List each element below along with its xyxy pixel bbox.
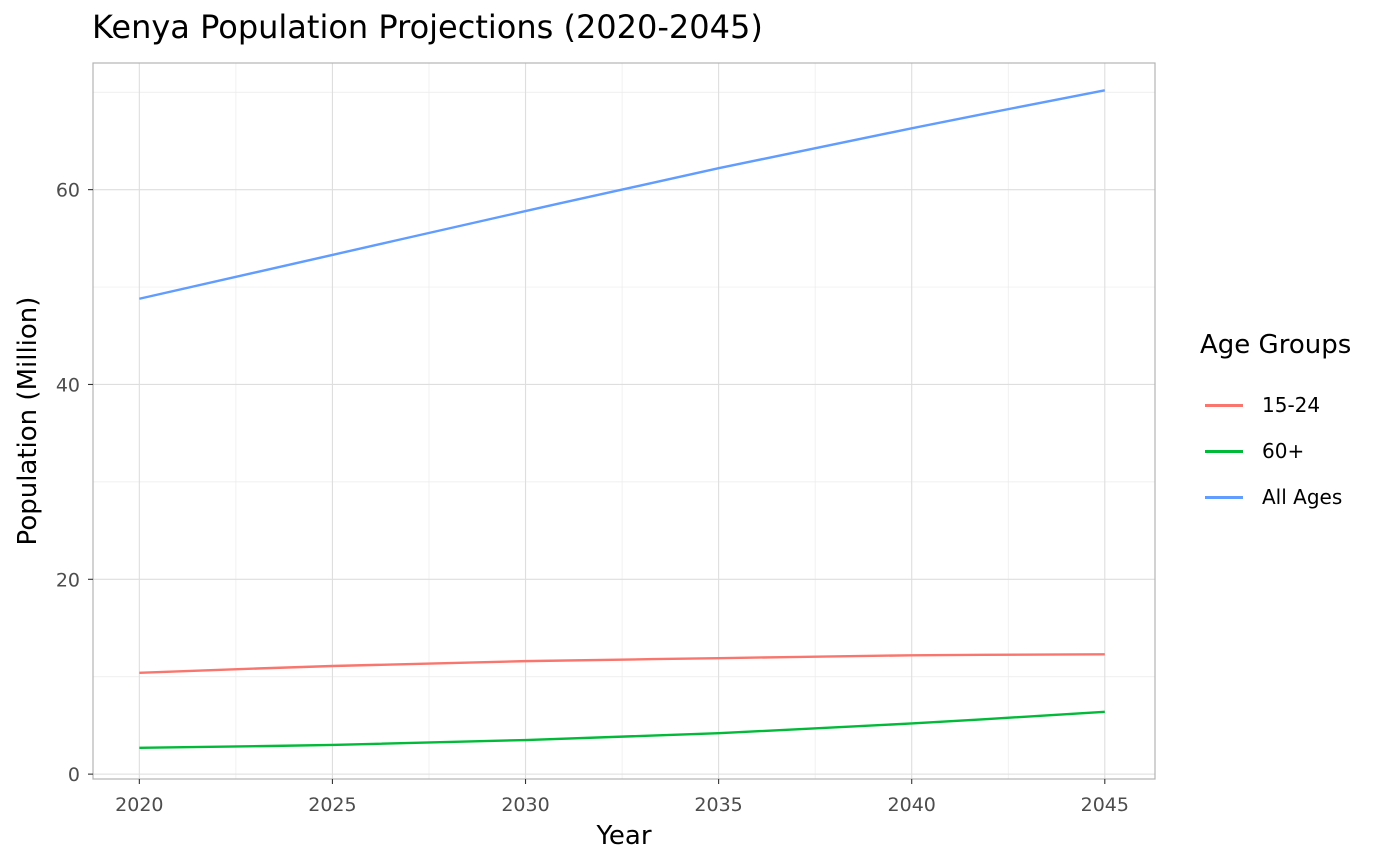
y-tick-label: 0 bbox=[68, 764, 80, 786]
x-tick-label: 2045 bbox=[1081, 794, 1129, 816]
legend-item-all-ages: All Ages bbox=[1200, 474, 1351, 520]
major-gridlines bbox=[93, 63, 1155, 779]
x-tick-label: 2025 bbox=[308, 794, 356, 816]
legend-label: All Ages bbox=[1262, 485, 1343, 509]
series-lines bbox=[139, 89, 1106, 750]
legend-key bbox=[1205, 403, 1243, 407]
series-line-60 bbox=[139, 710, 1105, 750]
y-tick-label: 20 bbox=[56, 569, 80, 591]
minor-gridlines bbox=[93, 63, 1155, 779]
series-line-all-ages bbox=[139, 89, 1106, 300]
legend-label: 15-24 bbox=[1262, 393, 1321, 417]
chart-title: Kenya Population Projections (2020-2045) bbox=[92, 8, 763, 46]
y-tick-label: 60 bbox=[56, 180, 80, 202]
y-axis-label: Population (Million) bbox=[13, 297, 43, 546]
legend: Age Groups 15-24 60+ All Ages bbox=[1200, 330, 1351, 520]
legend-item-60: 60+ bbox=[1200, 428, 1351, 474]
legend-item-15-24: 15-24 bbox=[1200, 382, 1351, 428]
x-tick-label: 2035 bbox=[694, 794, 742, 816]
legend-label: 60+ bbox=[1262, 439, 1305, 463]
plot-panel-border bbox=[92, 62, 1156, 780]
y-tick-label: 40 bbox=[56, 374, 80, 396]
legend-key bbox=[1205, 495, 1243, 499]
legend-key bbox=[1205, 449, 1243, 453]
x-axis-label: Year bbox=[595, 821, 651, 851]
series-line-15-24 bbox=[139, 653, 1105, 675]
legend-title: Age Groups bbox=[1200, 330, 1352, 360]
legend-items: 15-24 60+ All Ages bbox=[1200, 382, 1351, 520]
x-tick-label: 2020 bbox=[115, 794, 163, 816]
x-tick-label: 2040 bbox=[888, 794, 936, 816]
y-axis-ticks: 0 20 40 60 bbox=[56, 180, 93, 786]
x-axis-ticks: 2020 2025 2030 2035 2040 2045 bbox=[115, 779, 1129, 816]
x-tick-label: 2030 bbox=[501, 794, 549, 816]
